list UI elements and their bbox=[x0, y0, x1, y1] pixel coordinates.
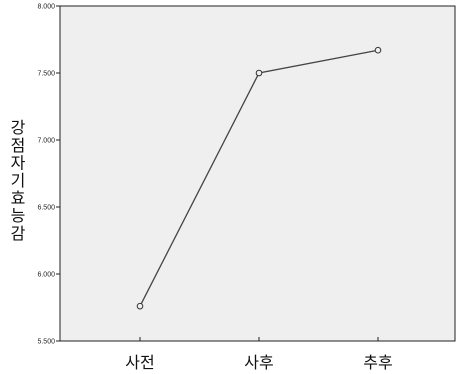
x-axis: 사전 사후 추후 bbox=[125, 337, 393, 372]
y-axis-label-char: 감 bbox=[11, 224, 26, 243]
x-tick-label: 사후 bbox=[244, 353, 273, 372]
y-tick-label: 7.500 bbox=[37, 71, 55, 78]
y-tick-label: 6.500 bbox=[37, 205, 55, 212]
data-point-사후 bbox=[255, 69, 263, 77]
data-point-사전 bbox=[136, 302, 144, 310]
y-tick-label: 6.000 bbox=[37, 272, 55, 279]
y-axis-label-char: 강 bbox=[11, 118, 26, 137]
y-axis-label-char: 기 bbox=[11, 171, 26, 190]
y-axis-label-char: 자 bbox=[11, 153, 26, 172]
y-tick-label: 5.500 bbox=[37, 339, 55, 346]
y-axis: 5.500 6.000 6.500 7.000 7.500 8.000 bbox=[37, 4, 60, 346]
y-axis-label-char: 능 bbox=[11, 206, 26, 225]
y-axis-label-char: 점 bbox=[11, 136, 26, 155]
plot-area bbox=[59, 5, 456, 342]
y-tick-label: 8.000 bbox=[37, 4, 55, 11]
y-axis-label-char: 효 bbox=[11, 189, 26, 208]
y-tick-label: 7.000 bbox=[37, 138, 55, 145]
x-tick-label: 추후 bbox=[363, 353, 392, 372]
data-point-추후 bbox=[374, 46, 382, 54]
x-tick-label: 사전 bbox=[125, 353, 154, 372]
series-line bbox=[136, 46, 382, 310]
